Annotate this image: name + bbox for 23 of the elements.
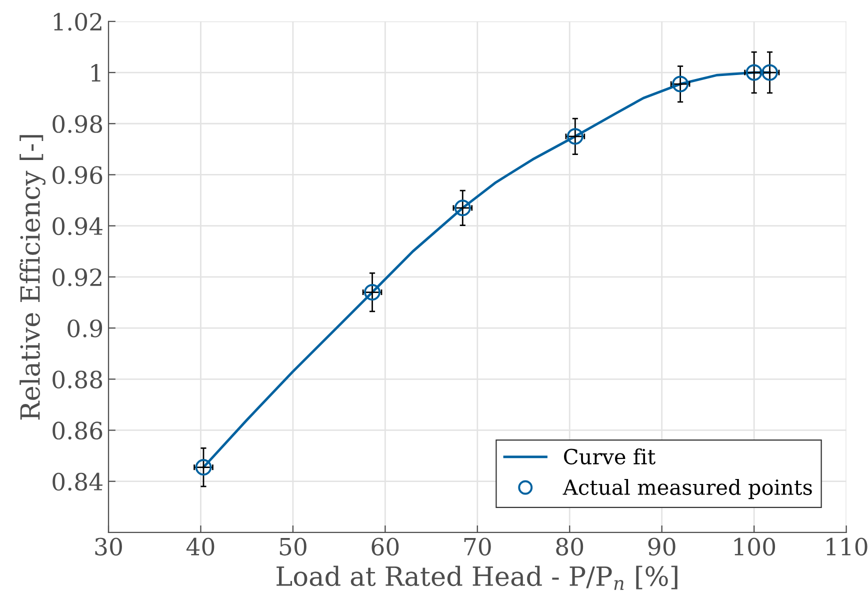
y-tick-label: 0.96 (52, 166, 102, 184)
y-tick-label: 0.9 (68, 319, 102, 338)
x-tick-label: 100 (734, 538, 776, 556)
y-tick-label: 0.98 (52, 115, 102, 133)
x-tick-label: 30 (95, 538, 122, 556)
y-tick-label: 1 (92, 64, 100, 82)
y-tick-label: 0.92 (52, 268, 102, 286)
x-tick-label: 50 (280, 538, 306, 556)
y-tick-label: 0.88 (52, 370, 102, 388)
y-tick-label: 0.86 (52, 422, 102, 440)
x-axis-title: Load at Rated Head - P/P$_{n}$ [%] (276, 566, 678, 590)
x-tick-label: 70 (464, 538, 491, 556)
x-tick-label: 80 (556, 538, 584, 556)
y-tick-label: 0.94 (52, 217, 102, 236)
x-tick-label: 90 (648, 538, 676, 556)
y-tick-label: 1.02 (54, 12, 102, 31)
legend-label: Curve fit (564, 448, 656, 464)
x-tick-label: 110 (826, 538, 868, 556)
x-tick-label: 60 (372, 538, 399, 556)
x-tick-label: 40 (186, 538, 214, 556)
legend-label: Actual measured points (562, 478, 812, 500)
y-tick-label: 0.84 (52, 472, 102, 491)
y-axis-title: Relative Efficiency [-] (20, 135, 46, 420)
